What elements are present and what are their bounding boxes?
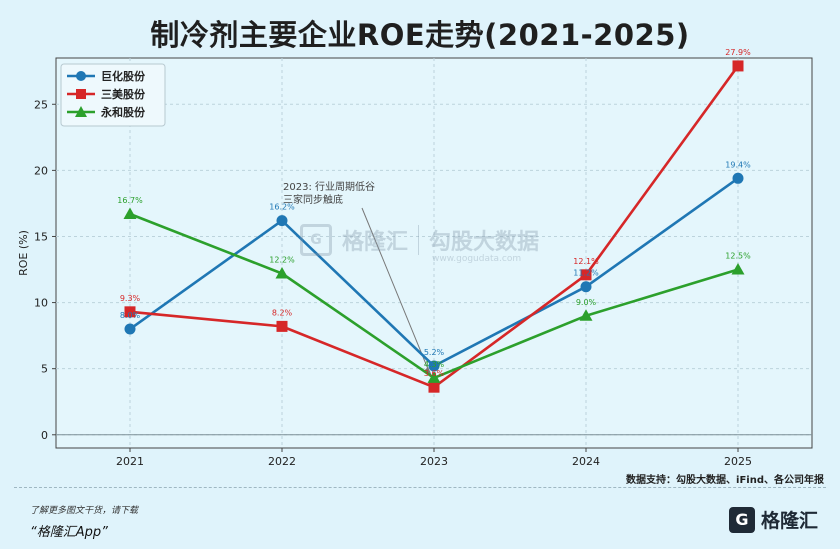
footer-app-name: “格隆汇App”: [30, 525, 108, 540]
series-group: [123, 60, 745, 393]
annotation-arrow: [361, 207, 431, 375]
brand[interactable]: G 格隆汇: [728, 506, 818, 533]
data-label: 12.5%: [725, 252, 751, 261]
x-tick-label: 2025: [724, 455, 752, 468]
y-axis: 0 5 10 15 20 25: [34, 98, 56, 442]
y-tick-label: 25: [34, 98, 48, 111]
data-label: 19.4%: [725, 160, 751, 169]
data-label: 16.7%: [117, 196, 143, 205]
chart-title: 制冷剂主要企业ROE走势(2021-2025): [150, 18, 690, 52]
y-tick-label: 15: [34, 230, 48, 243]
brand-name: 格隆汇: [760, 510, 818, 532]
data-label: 16.2%: [269, 203, 295, 212]
annotation-text: 2023: 行业周期低谷: [283, 180, 375, 193]
y-tick-label: 10: [34, 297, 48, 310]
y-tick-label: 0: [41, 429, 48, 442]
watermark-logo: G: [300, 224, 332, 256]
data-label: 4.3%: [424, 360, 445, 369]
data-point: [276, 320, 288, 332]
data-label: 8.0%: [120, 311, 141, 320]
data-point: [275, 266, 289, 279]
data-point: [123, 207, 137, 219]
data-point: [124, 323, 136, 335]
watermark-text-b: 勾股大数据: [429, 230, 540, 255]
legend-label: 巨化股份: [101, 69, 146, 83]
x-tick-label: 2021: [116, 455, 144, 468]
y-tick-label: 5: [41, 363, 48, 376]
data-point: [276, 215, 288, 227]
legend-marker: [75, 106, 87, 117]
data-point: [124, 306, 136, 318]
watermark-url: www.gogudata.com: [432, 254, 522, 264]
data-point: [428, 381, 440, 393]
y-axis-label: ROE (%): [17, 230, 30, 276]
x-tick-label: 2024: [572, 455, 600, 468]
legend-marker: [76, 89, 86, 99]
x-axis: 2021 2022 2023 2024 2025: [116, 448, 752, 468]
y-tick-label: 20: [34, 164, 48, 177]
data-label: 8.2%: [272, 308, 293, 317]
data-point: [579, 309, 593, 321]
source-note: 数据支持：勾股大数据、iFind、各公司年报: [626, 475, 824, 486]
data-labels: 8.0% 16.2% 5.2% 11.2% 19.4% 9.3% 8.2% 3.6% 12.1%…: [117, 48, 751, 378]
data-label: 5.2%: [424, 348, 445, 357]
legend-label: 永和股份: [100, 105, 146, 119]
data-point: [428, 360, 440, 372]
data-label: 12.2%: [269, 255, 295, 264]
x-tick-label: 2022: [268, 455, 296, 468]
brand-logo-icon: G: [728, 506, 755, 533]
data-label: 12.1%: [573, 257, 599, 266]
data-point: [732, 172, 744, 184]
data-label: 9.3%: [120, 294, 141, 303]
data-point: [732, 60, 744, 72]
data-label: 27.9%: [725, 48, 751, 57]
data-label: 11.2%: [573, 269, 599, 278]
data-label: 9.0%: [576, 298, 597, 307]
legend-box: [60, 63, 166, 127]
x-tick-label: 2023: [420, 455, 448, 468]
watermark-separator: [418, 225, 420, 255]
watermark: G 格隆汇 勾股大数据 www.gogudata.com: [300, 224, 540, 264]
grid: [56, 58, 812, 448]
watermark-text-a: 格隆汇: [342, 230, 409, 255]
data-point: [427, 371, 441, 383]
footer-divider: [14, 487, 826, 488]
legend-marker: [76, 71, 86, 81]
data-point: [580, 281, 592, 293]
data-point: [580, 269, 592, 281]
data-point: [731, 263, 745, 275]
footer-note: 了解更多图文干货，请下载: [30, 506, 139, 516]
legend-label: 三美股份: [101, 87, 146, 101]
annotation-text: 三家同步触底: [283, 193, 343, 206]
data-label: 3.6%: [424, 369, 445, 378]
